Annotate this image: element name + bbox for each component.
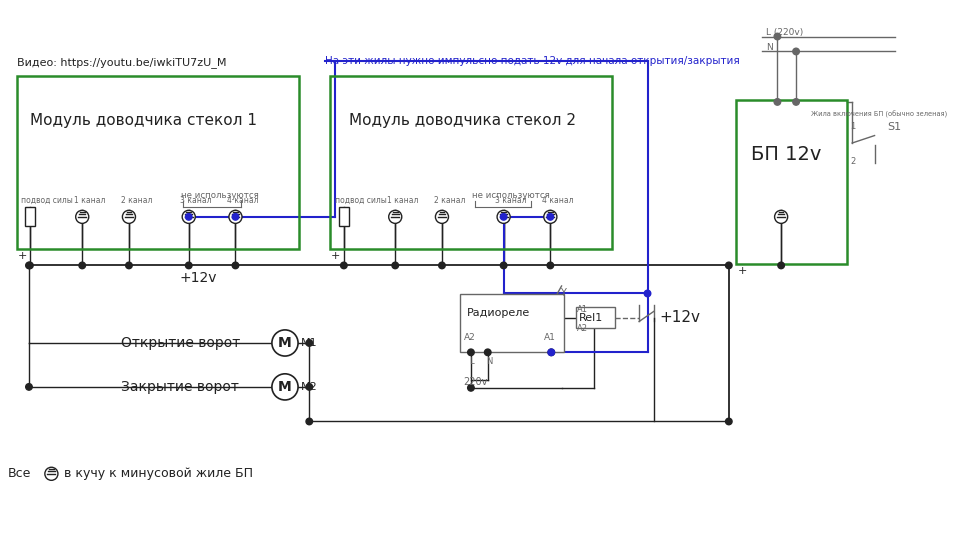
Bar	[736, 100, 847, 263]
Text: не используются: не используются	[181, 191, 259, 200]
Text: в кучу к минусовой жиле БП: в кучу к минусовой жиле БП	[64, 468, 253, 481]
Text: A2: A2	[577, 324, 588, 332]
Circle shape	[123, 210, 135, 223]
Text: M: M	[278, 380, 292, 394]
Text: не используются: не используются	[472, 191, 550, 200]
Circle shape	[485, 349, 491, 356]
Circle shape	[232, 262, 239, 269]
Circle shape	[644, 290, 651, 296]
Circle shape	[392, 262, 398, 269]
Circle shape	[228, 210, 242, 223]
Circle shape	[436, 210, 448, 223]
Text: Y: Y	[560, 288, 565, 298]
Text: 2: 2	[851, 157, 855, 166]
Circle shape	[27, 262, 34, 269]
Circle shape	[548, 349, 555, 356]
Bar	[460, 294, 564, 352]
Text: A1: A1	[577, 305, 588, 314]
Circle shape	[76, 210, 88, 223]
Circle shape	[793, 48, 800, 55]
Circle shape	[547, 213, 554, 220]
Circle shape	[775, 210, 787, 223]
Text: Жила включения БП (обычно зеленая): Жила включения БП (обычно зеленая)	[811, 110, 948, 118]
Bar	[330, 76, 612, 249]
Text: Rel1: Rel1	[579, 313, 604, 323]
Text: S1: S1	[888, 122, 901, 132]
Text: Радиореле: Радиореле	[468, 308, 531, 318]
Text: 2 канал: 2 канал	[434, 195, 465, 205]
Circle shape	[778, 262, 784, 269]
Text: +: +	[331, 251, 340, 261]
Text: 3 канал: 3 канал	[495, 195, 527, 205]
Circle shape	[439, 262, 445, 269]
Circle shape	[547, 262, 554, 269]
Text: +: +	[738, 266, 748, 276]
Circle shape	[185, 213, 192, 220]
Circle shape	[232, 213, 239, 220]
Text: N: N	[766, 43, 773, 52]
Text: A2: A2	[464, 333, 475, 342]
Text: 4 канал: 4 канал	[228, 195, 258, 205]
Bar	[25, 207, 35, 226]
Text: 1 канал: 1 канал	[74, 195, 106, 205]
Bar	[339, 207, 348, 226]
Circle shape	[306, 383, 313, 390]
Circle shape	[126, 262, 132, 269]
Text: подвод силы: подвод силы	[21, 195, 73, 205]
Text: N: N	[486, 357, 492, 366]
Text: +12v: +12v	[660, 310, 701, 325]
Text: Модуль доводчика стекол 1: Модуль доводчика стекол 1	[30, 113, 257, 128]
Text: Закрытие ворот: Закрытие ворот	[122, 380, 239, 394]
Circle shape	[185, 262, 192, 269]
Circle shape	[306, 340, 313, 346]
Circle shape	[306, 418, 313, 425]
Text: БП 12v: БП 12v	[752, 145, 822, 164]
Bar	[576, 307, 614, 328]
Text: +: +	[17, 251, 27, 261]
Text: 1 канал: 1 канал	[387, 195, 419, 205]
Circle shape	[468, 349, 474, 356]
Circle shape	[774, 99, 780, 105]
Text: Открытие ворот: Открытие ворот	[122, 336, 241, 350]
Circle shape	[726, 418, 732, 425]
Text: Модуль доводчика стекол 2: Модуль доводчика стекол 2	[348, 113, 575, 128]
Circle shape	[500, 262, 507, 269]
Circle shape	[341, 262, 348, 269]
Circle shape	[45, 467, 58, 481]
Circle shape	[26, 383, 33, 390]
Text: +12v: +12v	[180, 270, 217, 285]
Circle shape	[726, 262, 732, 269]
Text: Видео: https://youtu.be/iwkiTU7zU_M: Видео: https://youtu.be/iwkiTU7zU_M	[17, 57, 227, 68]
Circle shape	[548, 349, 555, 356]
Text: 220v: 220v	[464, 377, 488, 387]
Circle shape	[497, 210, 510, 223]
Circle shape	[774, 33, 780, 40]
Text: L (220v): L (220v)	[766, 28, 804, 37]
Text: 1: 1	[851, 122, 855, 131]
Text: Все: Все	[8, 468, 31, 481]
Bar	[17, 76, 299, 249]
Circle shape	[500, 213, 507, 220]
Text: M2: M2	[300, 382, 318, 392]
Text: 3 канал: 3 канал	[180, 195, 212, 205]
Circle shape	[468, 384, 474, 391]
Circle shape	[543, 210, 557, 223]
Circle shape	[272, 374, 298, 400]
Text: На эти жилы нужно импульсно подать 12v для начала открытия/закрытия: На эти жилы нужно импульсно подать 12v д…	[325, 56, 740, 66]
Circle shape	[26, 262, 33, 269]
Circle shape	[272, 330, 298, 356]
Circle shape	[793, 99, 800, 105]
Text: L: L	[469, 357, 473, 366]
Text: M1: M1	[300, 338, 318, 348]
Circle shape	[79, 262, 85, 269]
Circle shape	[389, 210, 402, 223]
Text: A1: A1	[543, 333, 556, 342]
Text: подвод силы: подвод силы	[335, 195, 387, 205]
Circle shape	[182, 210, 195, 223]
Text: M: M	[278, 336, 292, 350]
Text: 4 канал: 4 канал	[542, 195, 573, 205]
Text: 2 канал: 2 канал	[121, 195, 152, 205]
